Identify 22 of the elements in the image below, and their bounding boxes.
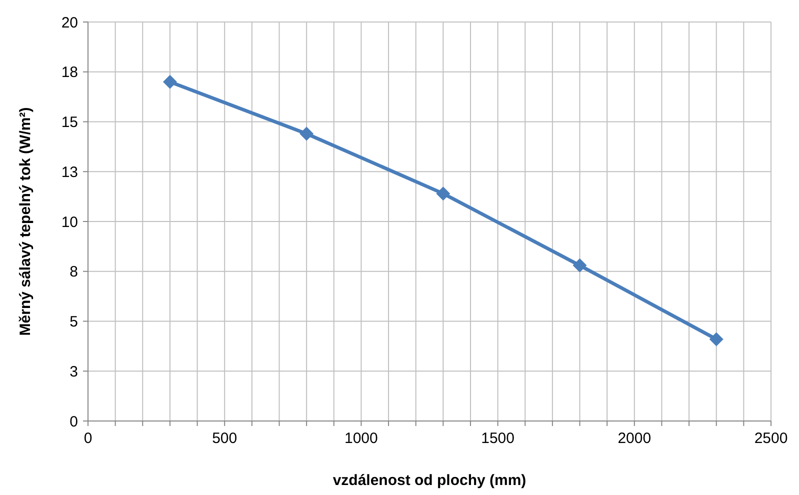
x-tick-label: 2500 — [754, 430, 788, 447]
y-tick-label: 13 — [61, 164, 78, 181]
y-axis-title: Měrný sálavý tepelný tok (W/m²) — [17, 107, 34, 336]
x-tick-label: 1500 — [481, 430, 514, 447]
y-tick-label: 3 — [70, 363, 78, 380]
point — [300, 126, 314, 141]
x-tick-label: 1000 — [344, 430, 378, 447]
point — [162, 74, 177, 89]
y-tick-label: 15 — [61, 114, 78, 131]
x-tick-label: 500 — [212, 430, 238, 447]
y-tick-label: 10 — [61, 214, 78, 231]
point — [436, 186, 450, 201]
y-tick-label: 18 — [61, 64, 78, 82]
x-axis-title: vzdálenost od plochy (mm) — [332, 472, 526, 489]
x-tick-label: 2000 — [618, 430, 652, 447]
point — [572, 258, 587, 272]
y-tick-label: 0 — [70, 413, 78, 430]
x-tick-label: 0 — [84, 430, 92, 447]
point — [709, 332, 724, 346]
y-tick-label: 8 — [70, 264, 78, 281]
y-tick-label: 5 — [70, 314, 78, 330]
y-tick-label: 20 — [61, 14, 78, 32]
